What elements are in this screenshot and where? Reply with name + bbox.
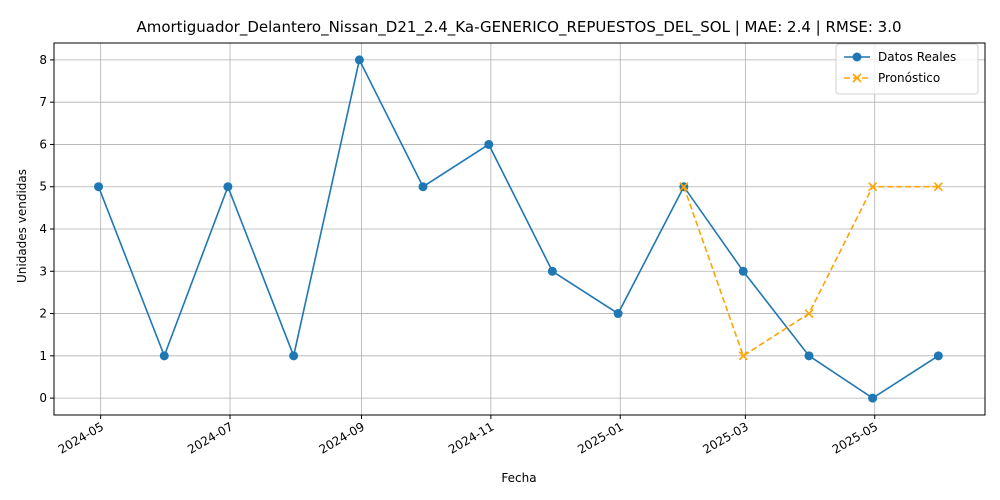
data-point (804, 308, 814, 319)
chart-title: Amortiguador_Delantero_Nissan_D21_2.4_Ka… (136, 18, 901, 37)
data-point (418, 182, 428, 192)
data-point (738, 351, 748, 361)
y-axis-label: Unidades vendidas (15, 169, 29, 283)
y-tick-label: 6 (39, 137, 47, 151)
data-point (679, 182, 689, 192)
series-datos-reales (94, 55, 943, 403)
data-point (354, 55, 364, 65)
data-point (289, 351, 299, 361)
data-point (868, 182, 878, 192)
y-tick-label: 7 (39, 95, 47, 109)
x-tick-label: 2024-09 (317, 419, 367, 456)
y-axis-ticks: 0 1 2 3 4 5 6 7 8 (39, 53, 54, 405)
data-point (94, 182, 104, 192)
legend: Datos Reales Pronóstico (835, 43, 979, 95)
data-point (159, 351, 169, 361)
legend-marker (852, 52, 862, 62)
data-point (613, 309, 623, 319)
y-tick-label: 5 (39, 180, 47, 194)
y-tick-label: 3 (39, 264, 47, 278)
data-point (933, 182, 943, 192)
x-tick-label: 2025-01 (575, 419, 625, 456)
legend-marker (852, 73, 862, 83)
x-tick-label: 2024-11 (446, 419, 496, 456)
x-tick-label: 2024-05 (56, 419, 106, 456)
y-tick-label: 1 (39, 349, 47, 363)
series-line (97, 57, 939, 400)
legend-label: Datos Reales (878, 50, 956, 64)
x-axis-label: Fecha (501, 471, 536, 485)
x-axis-ticks: 2024-05 2024-07 2024-09 2024-11 2025-01 2025-… (56, 415, 880, 457)
data-point (868, 393, 878, 403)
legend-entry: Datos Reales (844, 50, 956, 64)
y-tick-label: 2 (39, 307, 47, 321)
data-point (484, 139, 494, 149)
x-tick-label: 2024-07 (185, 419, 235, 456)
series-pronostico (679, 182, 943, 361)
data-point (933, 351, 943, 361)
x-tick-label: 2025-05 (830, 419, 880, 456)
data-point (804, 351, 814, 361)
data-point (738, 266, 748, 276)
y-tick-label: 0 (39, 391, 47, 405)
y-tick-label: 4 (39, 222, 47, 236)
grid-lines (54, 43, 985, 415)
y-tick-label: 8 (39, 53, 47, 67)
data-point (547, 266, 557, 276)
legend-box (835, 43, 979, 95)
x-tick-label: 2025-03 (700, 419, 750, 456)
data-point (223, 182, 233, 192)
legend-entry: Pronóstico (844, 71, 940, 85)
legend-label: Pronóstico (878, 71, 940, 85)
series-layer (94, 55, 943, 403)
